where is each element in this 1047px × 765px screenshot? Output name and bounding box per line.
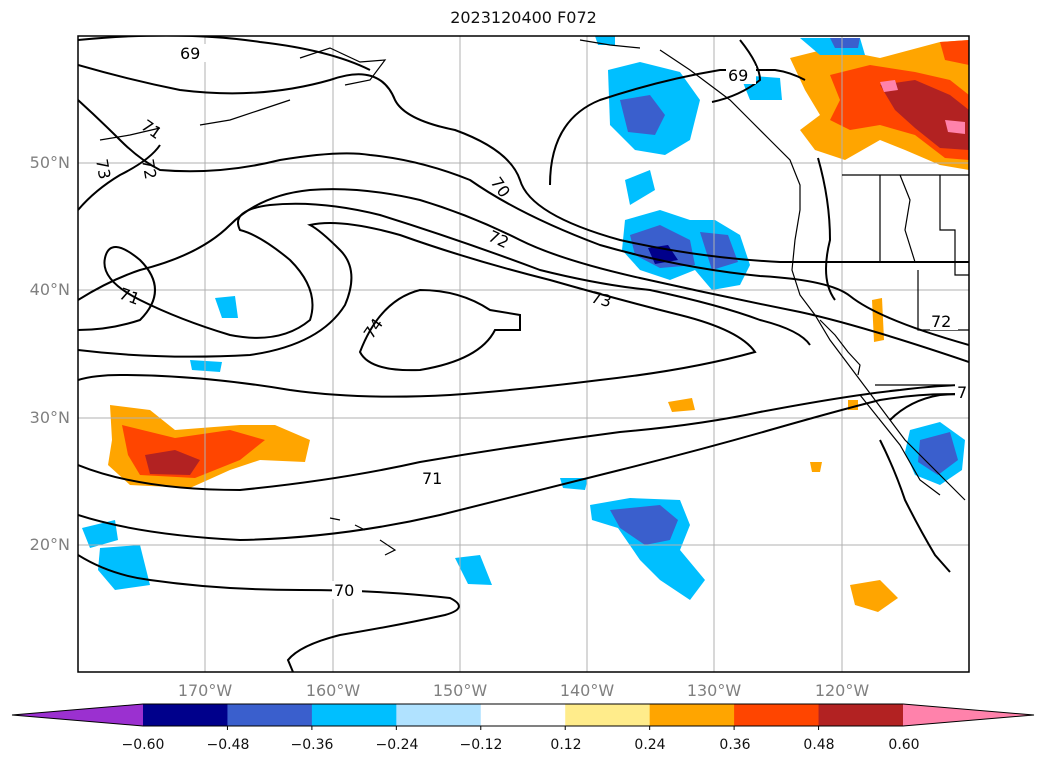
colorbar-segment bbox=[818, 704, 904, 726]
contour-label: 7 bbox=[957, 383, 967, 402]
colorbar-segment bbox=[734, 704, 820, 726]
colorbar-segment bbox=[227, 704, 313, 726]
lat-label: 40°N bbox=[29, 280, 70, 299]
contour-label: 70 bbox=[487, 173, 514, 201]
graticule bbox=[78, 36, 969, 672]
colorbar bbox=[11, 703, 1035, 730]
colorbar-tick-label: 0.12 bbox=[550, 737, 582, 753]
contour-label: 71 bbox=[138, 116, 166, 143]
colorbar-extend-high bbox=[903, 704, 1034, 726]
map-title: 2023120400 F072 bbox=[450, 8, 597, 27]
lon-label: 120°W bbox=[814, 681, 870, 700]
lat-label: 30°N bbox=[29, 408, 70, 427]
colorbar-tick-label: −0.36 bbox=[290, 737, 334, 753]
contour-label: 73 bbox=[589, 288, 614, 312]
colorbar-segment bbox=[565, 704, 651, 726]
lon-label: 150°W bbox=[432, 681, 488, 700]
contour-label: 69 bbox=[180, 44, 200, 63]
lat-label: 50°N bbox=[29, 153, 70, 172]
contour-label: 70 bbox=[334, 581, 354, 600]
warm-anomaly-small bbox=[850, 580, 898, 612]
contour-label: 69 bbox=[728, 66, 748, 85]
colorbar-segment bbox=[396, 704, 482, 726]
colorbar-segment bbox=[649, 704, 735, 726]
colorbar-tick-label: −0.12 bbox=[459, 737, 503, 753]
lat-label: 20°N bbox=[29, 535, 70, 554]
warm-anomaly-peak bbox=[880, 80, 969, 150]
colorbar-tick-label: −0.48 bbox=[206, 737, 250, 753]
colorbar-tick-label: 0.36 bbox=[719, 737, 751, 753]
colorbar-outline bbox=[11, 703, 1035, 727]
lon-label: 160°W bbox=[305, 681, 361, 700]
colorbar-tick-label: 0.48 bbox=[803, 737, 835, 753]
contour-label: 72 bbox=[931, 312, 951, 331]
colorbar-tick-label: 0.60 bbox=[888, 737, 920, 753]
anomaly-fill-layer bbox=[82, 36, 969, 612]
colorbar-segment bbox=[143, 704, 228, 726]
contour-label: 71 bbox=[422, 469, 442, 488]
colorbar-tick-label: 0.24 bbox=[634, 737, 666, 753]
contour-label: 72 bbox=[485, 226, 511, 252]
contour-label: 72 bbox=[138, 157, 160, 180]
colorbar-extend-low bbox=[12, 704, 143, 726]
map-frame bbox=[77, 35, 970, 673]
colorbar-segment bbox=[480, 704, 566, 726]
colorbar-tick-label: −0.24 bbox=[375, 737, 419, 753]
lon-label: 140°W bbox=[559, 681, 615, 700]
contour-label: 73 bbox=[92, 157, 114, 180]
lon-label: 130°W bbox=[686, 681, 742, 700]
colorbar-segment bbox=[311, 704, 397, 726]
lon-label: 170°W bbox=[177, 681, 233, 700]
height-contours bbox=[78, 36, 969, 672]
contour-label: 74 bbox=[360, 315, 387, 343]
colorbar-tick-label: −0.60 bbox=[121, 737, 165, 753]
